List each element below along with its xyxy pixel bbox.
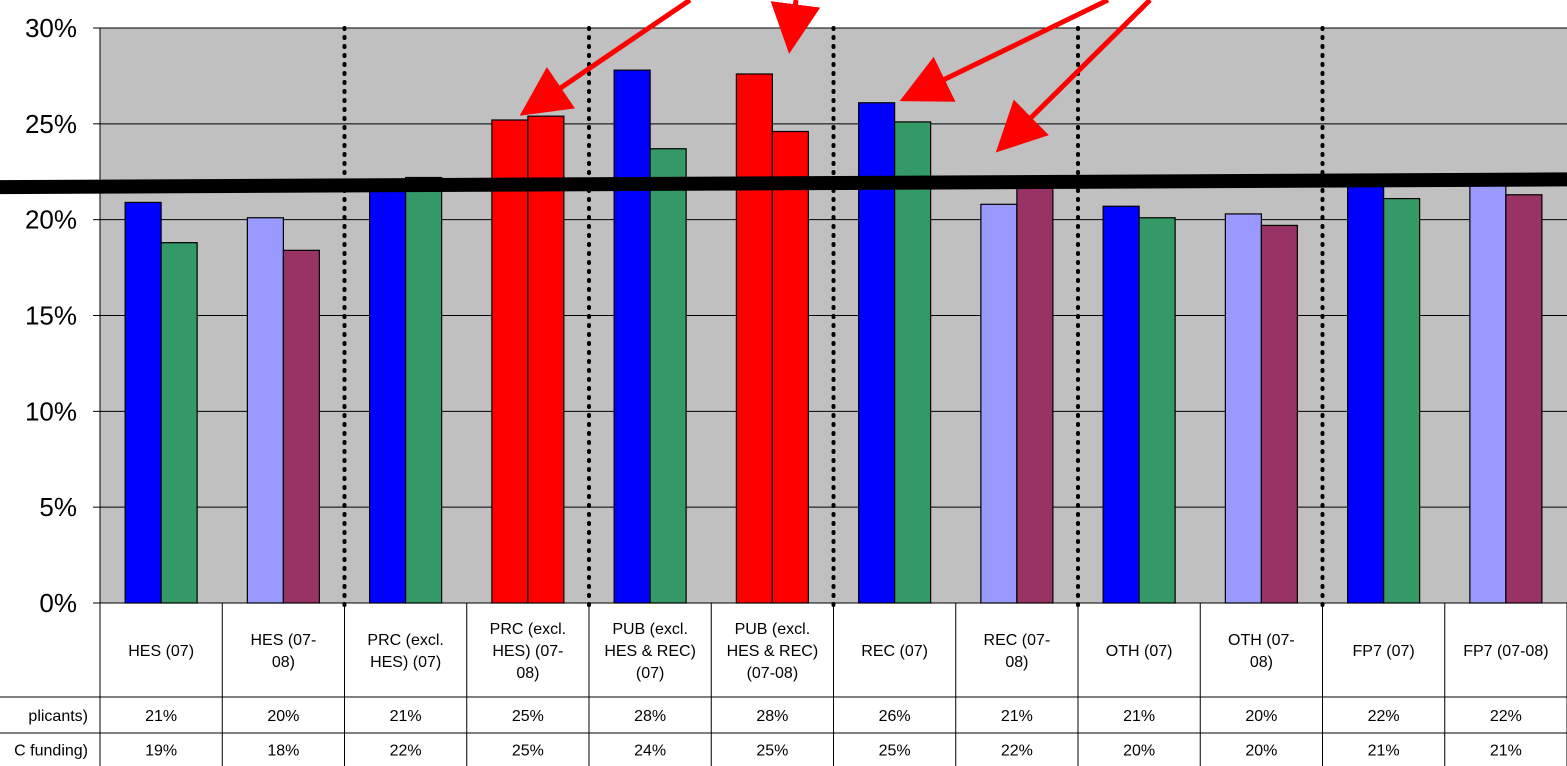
table-cell: 22% (1368, 708, 1400, 725)
category-label-line: PRC (excl. (367, 632, 443, 649)
bar-2-8 (1017, 178, 1053, 604)
y-tick-label: 10% (25, 396, 77, 426)
table-cell: 22% (1490, 708, 1522, 725)
bar-1-10 (1225, 214, 1261, 603)
y-tick-label: 15% (25, 301, 77, 331)
bar-2-2 (283, 250, 319, 603)
category-label-line: 08) (272, 654, 295, 671)
table-cell: 21% (390, 708, 422, 725)
category-label-line: OTH (07) (1106, 643, 1173, 660)
table-cell: 18% (267, 743, 299, 760)
y-tick-label: 5% (39, 492, 77, 522)
table-cell: 25% (512, 708, 544, 725)
category-label-line: (07-08) (747, 665, 799, 682)
category-label-line: HES) (07) (370, 654, 441, 671)
average-line (0, 179, 1567, 187)
table-cell: 22% (1001, 743, 1033, 760)
category-label-line: 08) (1005, 654, 1028, 671)
table-cell: 21% (145, 708, 177, 725)
bar-1-2 (247, 218, 283, 603)
table-row-label: C funding) (14, 743, 88, 760)
table-cell: 25% (756, 743, 788, 760)
table-cell: 21% (1001, 708, 1033, 725)
category-label: REC (07) (861, 643, 928, 660)
category-label: FP7 (07) (1353, 643, 1415, 660)
category-label: HES (07) (128, 643, 194, 660)
category-label: FP7 (07-08) (1463, 643, 1548, 660)
category-label: PUB (excl. HES & REC) (07-08) (727, 621, 819, 682)
y-tick-label: 25% (25, 109, 77, 139)
bar-1-12 (1470, 185, 1506, 603)
table-row-label: plicants) (28, 708, 88, 725)
bar-2-1 (161, 243, 197, 603)
category-label-line: REC (07) (861, 643, 928, 660)
bar-2-6 (772, 132, 808, 604)
category-label: REC (07- 08) (984, 632, 1051, 671)
category-label-line: PUB (excl. (735, 621, 811, 638)
category-label-line: 08) (516, 665, 539, 682)
category-label-line: PUB (excl. (612, 621, 688, 638)
category-label-line: HES & REC) (727, 643, 819, 660)
bar-2-12 (1506, 195, 1542, 603)
bar-1-9 (1103, 206, 1139, 603)
bar-1-6 (736, 74, 772, 603)
category-label-line: OTH (07- (1228, 632, 1295, 649)
bar-2-7 (895, 122, 931, 603)
bar-2-5 (650, 149, 686, 603)
category-label-line: FP7 (07-08) (1463, 643, 1548, 660)
bar-2-10 (1261, 225, 1297, 603)
category-label: PRC (excl. HES) (07) (367, 632, 443, 671)
table-cell: 28% (756, 708, 788, 725)
bar-1-3 (370, 191, 406, 603)
bar-1-5 (614, 70, 650, 603)
category-label-line: HES (07) (128, 643, 194, 660)
table-cell: 20% (1123, 743, 1155, 760)
table-cell: 21% (1123, 708, 1155, 725)
bar-2-9 (1139, 218, 1175, 603)
bar-2-11 (1384, 199, 1420, 603)
category-label: PRC (excl. HES) (07- 08) (490, 621, 566, 682)
category-label: OTH (07- 08) (1228, 632, 1295, 671)
y-tick-label: 0% (39, 588, 77, 618)
category-label-line: (07) (636, 665, 664, 682)
bar-1-11 (1348, 176, 1384, 603)
y-tick-label: 30% (25, 13, 77, 43)
table-cell: 20% (1245, 708, 1277, 725)
table-cell: 21% (1490, 743, 1522, 760)
table-cell: 20% (267, 708, 299, 725)
bar-1-8 (981, 204, 1017, 603)
category-label-line: HES & REC) (604, 643, 696, 660)
category-label-line: HES (07- (250, 632, 316, 649)
bar-1-4 (492, 120, 528, 603)
table-cell: 20% (1245, 743, 1277, 760)
bar-2-3 (406, 178, 442, 604)
table-cell: 21% (1368, 743, 1400, 760)
table-cell: 19% (145, 743, 177, 760)
table-cell: 22% (390, 743, 422, 760)
category-label-line: REC (07- (984, 632, 1051, 649)
category-label: HES (07- 08) (250, 632, 316, 671)
category-label: PUB (excl. HES & REC) (07) (604, 621, 696, 682)
y-tick-label: 20% (25, 205, 77, 235)
category-label: OTH (07) (1106, 643, 1173, 660)
table-cell: 24% (634, 743, 666, 760)
category-label-line: PRC (excl. (490, 621, 566, 638)
table-cell: 25% (512, 743, 544, 760)
table-cell: 28% (634, 708, 666, 725)
table-cell: 26% (879, 708, 911, 725)
table-cell: 25% (879, 743, 911, 760)
category-label-line: 08) (1250, 654, 1273, 671)
bar-1-1 (125, 202, 161, 603)
category-label-line: HES) (07- (492, 643, 563, 660)
category-label-line: FP7 (07) (1353, 643, 1415, 660)
